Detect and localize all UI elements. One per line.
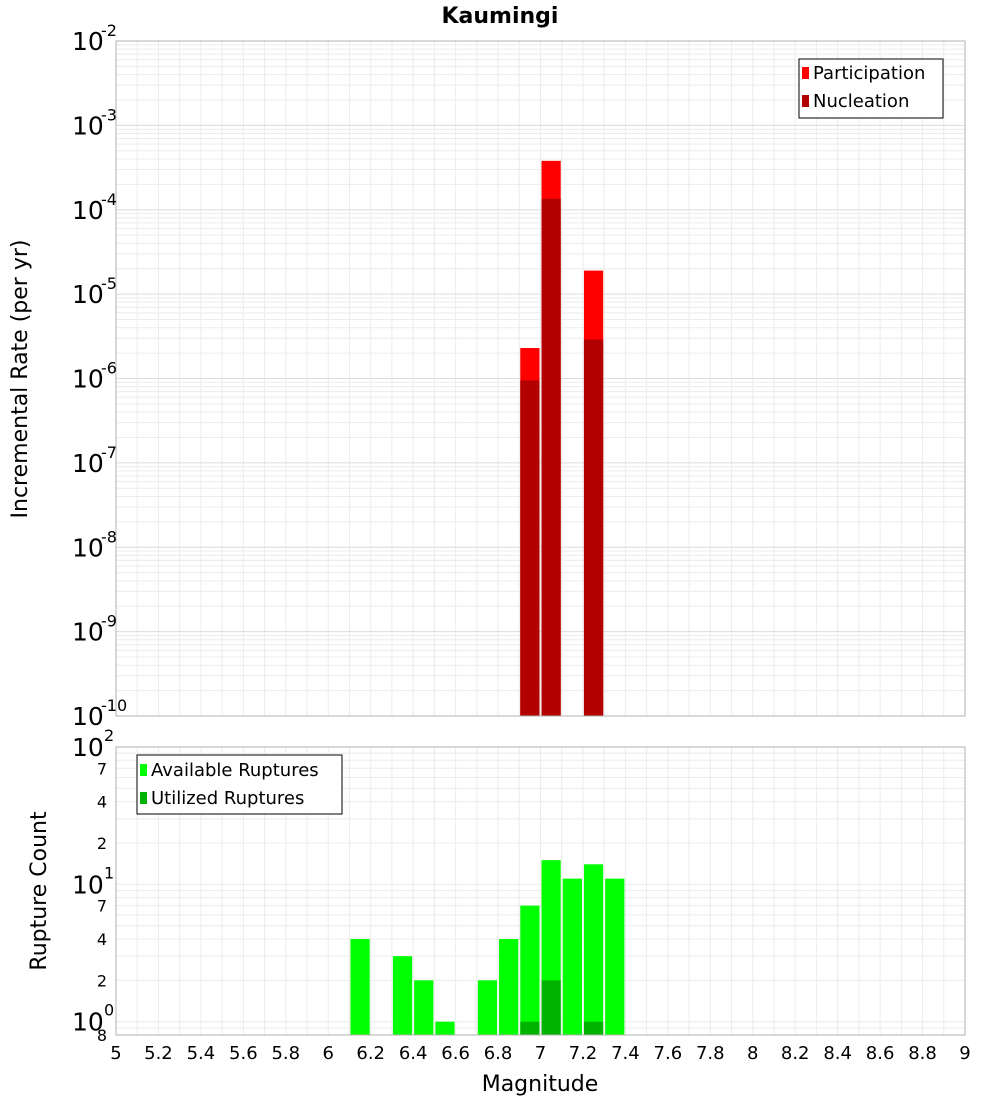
chart-title: Kaumingi — [442, 4, 559, 29]
rate-y-tick-exponent: -10 — [101, 696, 127, 715]
available-ruptures-bar — [520, 905, 540, 1035]
legend-nucleation-swatch — [802, 95, 809, 107]
rate-plot-bars — [520, 160, 604, 717]
count-y-minor-tick-label: 2 — [97, 971, 107, 990]
count-y-axis-label: Rupture Count — [27, 811, 52, 971]
x-tick-label: 8.2 — [781, 1043, 810, 1064]
rate-legend: Participation Nucleation — [798, 58, 944, 119]
x-tick-label: 7.6 — [654, 1043, 683, 1064]
rate-y-tick-base: 10 — [72, 618, 104, 647]
legend-participation-label: Participation — [813, 63, 925, 84]
available-ruptures-bar — [414, 980, 434, 1035]
x-tick-label: 8.8 — [908, 1043, 937, 1064]
x-tick-label: 9 — [959, 1043, 970, 1064]
magnitude-x-tick-labels: 5 5.2 5.4 5.6 5.8 6 6.2 6.4 6.6 6.8 7 7.2 7.4 7.6 7.8 8… — [110, 1043, 970, 1064]
utilized-ruptures-bar — [520, 1021, 540, 1035]
count-y-minor-tick-label: 7 — [97, 759, 107, 778]
rate-y-tick-base: 10 — [72, 702, 104, 731]
x-tick-label: 7.2 — [569, 1043, 598, 1064]
legend-available-label: Available Ruptures — [151, 760, 319, 781]
count-y-minor-tick-label: 4 — [97, 793, 107, 812]
available-ruptures-bar — [605, 878, 625, 1035]
x-tick-label: 8 — [747, 1043, 758, 1064]
rate-y-tick-exponent: -5 — [101, 274, 117, 293]
available-ruptures-bar — [499, 939, 519, 1035]
nucleation-bar — [583, 339, 604, 716]
rate-y-tick-base: 10 — [72, 280, 104, 309]
rate-y-tick-exponent: -3 — [101, 105, 117, 124]
x-tick-label: 6.2 — [356, 1043, 385, 1064]
count-y-tick-exponent: 1 — [104, 863, 114, 882]
count-y-tick-exponent: 0 — [104, 1001, 114, 1020]
legend-nucleation-label: Nucleation — [813, 91, 909, 112]
x-tick-label: 7.8 — [696, 1043, 725, 1064]
available-ruptures-bar — [477, 980, 498, 1035]
utilized-ruptures-bar — [541, 980, 561, 1035]
x-tick-label: 8.6 — [866, 1043, 895, 1064]
rate-y-tick-exponent: -8 — [101, 527, 117, 546]
available-ruptures-bar — [392, 956, 413, 1035]
x-tick-label: 6.4 — [399, 1043, 428, 1064]
x-tick-label: 5.2 — [144, 1043, 173, 1064]
utilized-ruptures-bar — [583, 1021, 604, 1035]
x-axis-label: Magnitude — [482, 1072, 599, 1097]
available-ruptures-bar — [562, 878, 582, 1035]
count-plot-frame — [115, 746, 966, 1036]
x-tick-label: 5.4 — [187, 1043, 216, 1064]
x-tick-label: 5 — [110, 1043, 121, 1064]
rate-y-tick-base: 10 — [72, 111, 104, 140]
count-y-tick-base: 10 — [72, 1008, 104, 1037]
available-ruptures-bar — [583, 864, 604, 1035]
rate-legend-box — [798, 58, 944, 119]
rate-y-tick-exponent: -6 — [101, 359, 117, 378]
rate-y-tick-base: 10 — [72, 365, 104, 394]
count-legend-box — [136, 754, 343, 815]
x-tick-label: 7 — [535, 1043, 546, 1064]
rate-y-tick-base: 10 — [72, 449, 104, 478]
legend-utilized-label: Utilized Ruptures — [151, 788, 304, 809]
available-ruptures-bar — [435, 1021, 455, 1035]
rate-y-tick-base: 10 — [72, 27, 104, 56]
legend-available-swatch — [140, 764, 147, 776]
x-tick-label: 6.6 — [441, 1043, 470, 1064]
count-y-minor-tick-label: 4 — [97, 930, 107, 949]
legend-utilized-swatch — [140, 792, 147, 804]
rate-y-axis-label: Incremental Rate (per yr) — [8, 240, 33, 519]
count-y-minor-tick-label: 7 — [97, 897, 107, 916]
nucleation-bar — [541, 198, 561, 717]
rate-plot-frame — [115, 40, 966, 717]
rate-plot-grid — [115, 41, 966, 717]
x-tick-label: 5.6 — [229, 1043, 258, 1064]
count-legend: Available Ruptures Utilized Ruptures — [136, 754, 343, 815]
count-y-minor-tick-label: 8 — [97, 1026, 107, 1045]
available-ruptures-bar — [350, 939, 370, 1035]
rate-y-tick-base: 10 — [72, 196, 104, 225]
rate-y-tick-exponent: -2 — [101, 21, 117, 40]
x-tick-label: 5.8 — [271, 1043, 300, 1064]
count-plot-bars — [350, 860, 625, 1035]
rate-y-tick-base: 10 — [72, 533, 104, 562]
rate-y-tick-exponent: -9 — [101, 612, 117, 631]
count-y-tick-base: 10 — [72, 733, 104, 762]
count-y-tick-base: 10 — [72, 870, 104, 899]
x-tick-label: 6 — [323, 1043, 334, 1064]
rate-y-tick-exponent: -4 — [101, 190, 117, 209]
legend-participation-swatch — [802, 67, 809, 79]
x-tick-label: 8.4 — [823, 1043, 852, 1064]
count-y-minor-tick-label: 2 — [97, 834, 107, 853]
x-tick-label: 6.8 — [484, 1043, 513, 1064]
rate-y-tick-exponent: -7 — [101, 443, 117, 462]
x-tick-label: 7.4 — [611, 1043, 640, 1064]
count-y-tick-exponent: 2 — [104, 726, 114, 745]
nucleation-bar — [520, 380, 540, 716]
